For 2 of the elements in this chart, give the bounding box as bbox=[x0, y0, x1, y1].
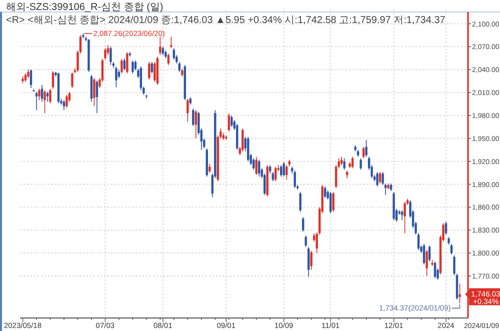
text: <R> <해외-심천 종합> 2024/01/09 종:1,746.03 ▲5.95 +0.34% 시:1,742.58 고:1,759.97 저:1,734.37 bbox=[6, 15, 446, 26]
chart-title: 해외-SZS:399106_R-심천 종합 (일) bbox=[6, 2, 164, 13]
